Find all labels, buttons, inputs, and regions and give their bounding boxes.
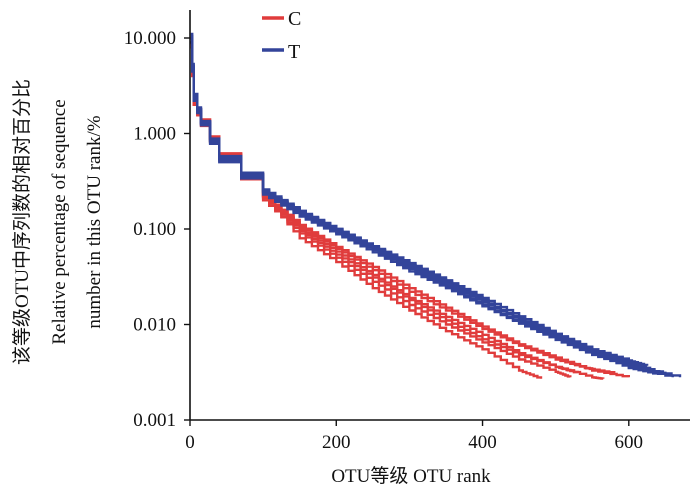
x-tick-label: 200 (322, 432, 351, 453)
x-axis-ticks: 0 200 400 600 (185, 420, 643, 453)
y-axis-title-line-3: number in this OTU rank/% (84, 115, 105, 328)
y-tick-label: 0.001 (133, 410, 176, 431)
legend: C T (262, 8, 301, 63)
x-axis-title: OTU等级 OTU rank (331, 465, 491, 487)
series-line-t (190, 32, 649, 367)
y-tick-label: 1.000 (133, 124, 176, 145)
series-line-t (190, 36, 660, 375)
series-line-t (190, 41, 682, 378)
y-axis-title-line-2: Relative percentage of sequence (49, 99, 70, 344)
series-line-c (190, 46, 572, 378)
x-tick-label: 0 (185, 432, 195, 453)
x-tick-label: 400 (468, 432, 497, 453)
y-tick-label: 0.010 (133, 315, 176, 336)
legend-label-t: T (288, 41, 300, 63)
series-line-t (190, 41, 674, 378)
series-line-c (190, 36, 630, 378)
y-axis-title-line-1: 该等级OTU中序列数的相对百分比 (11, 79, 33, 365)
series-line-c (190, 41, 616, 374)
x-tick-label: 600 (615, 432, 644, 453)
series-lines (190, 32, 682, 380)
series-line-c (190, 43, 579, 374)
y-tick-label: 0.100 (133, 219, 176, 240)
legend-label-c: C (288, 8, 301, 30)
series-line-t (190, 38, 667, 375)
series-line-t (190, 34, 656, 371)
y-tick-label: 10.000 (124, 28, 176, 49)
y-axis-ticks: 0.001 0.010 0.100 1.000 10.000 (124, 28, 190, 431)
